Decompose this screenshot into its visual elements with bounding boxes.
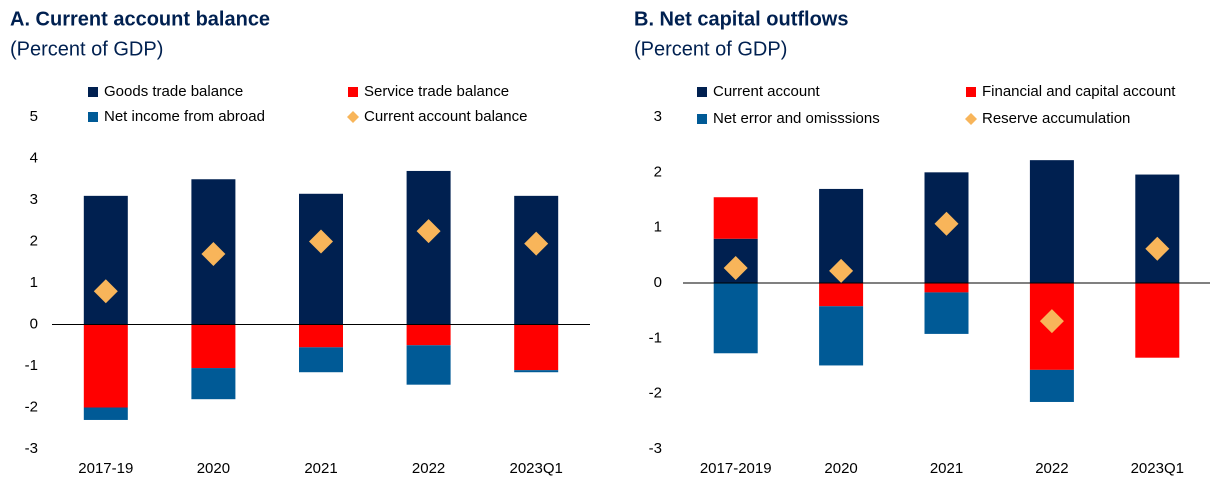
- bar-segment: [514, 324, 559, 371]
- diamond-marker: [723, 256, 748, 281]
- y-tick-label: 3: [654, 108, 662, 125]
- chart-subtitle: (Percent of GDP): [10, 38, 163, 60]
- bar-segment: [299, 324, 343, 348]
- y-tick-label: -2: [649, 385, 662, 402]
- bar-segment: [1135, 174, 1180, 283]
- bar-segment: [713, 197, 758, 239]
- legend-swatch: [348, 87, 358, 97]
- bar-segment: [83, 407, 128, 420]
- bar-segment: [406, 170, 451, 325]
- chart-subtitle: (Percent of GDP): [634, 38, 787, 60]
- legend-swatch: [697, 114, 707, 124]
- bar-segment: [83, 324, 128, 408]
- bar-segment: [406, 324, 451, 346]
- legend-swatch: [697, 87, 707, 97]
- legend-label: Current account balance: [364, 108, 527, 125]
- x-tick-label: 2023Q1: [510, 460, 563, 477]
- diamond-marker: [1039, 309, 1064, 334]
- y-tick-label: -3: [649, 440, 662, 457]
- legend-label: Financial and capital account: [982, 83, 1176, 100]
- chart-title: A. Current account balance: [10, 8, 270, 30]
- y-tick-label: -1: [649, 329, 662, 346]
- diamond-marker: [93, 279, 118, 304]
- bar-segment: [713, 283, 758, 354]
- y-tick-label: 4: [30, 149, 38, 166]
- bar-segment: [191, 368, 236, 400]
- bar-segment: [299, 347, 343, 373]
- x-tick-label: 2021: [930, 460, 963, 477]
- bar-segment: [819, 306, 864, 366]
- legend-swatch: [88, 112, 98, 122]
- diamond-marker: [934, 211, 959, 236]
- x-tick-label: 2020: [197, 460, 230, 477]
- diamond-marker: [416, 219, 441, 244]
- legend-label: Current account: [713, 83, 821, 100]
- bar-segment: [406, 345, 451, 385]
- y-tick-label: 1: [30, 274, 38, 291]
- diamond-marker: [1145, 236, 1170, 261]
- y-tick-label: 1: [654, 219, 662, 236]
- y-tick-label: 0: [654, 274, 662, 291]
- bar-segment: [924, 283, 969, 293]
- diamond-marker: [201, 241, 226, 266]
- y-tick-label: 3: [30, 191, 38, 208]
- x-tick-label: 2022: [1035, 460, 1068, 477]
- x-tick-label: 2021: [304, 460, 337, 477]
- legend-swatch: [88, 87, 98, 97]
- x-tick-label: 2017-2019: [700, 460, 772, 477]
- chart-title: B. Net capital outflows: [634, 8, 848, 30]
- diamond-marker: [524, 231, 549, 256]
- legend-swatch: [966, 87, 976, 97]
- x-tick-label: 2023Q1: [1131, 460, 1184, 477]
- diamond-marker: [829, 258, 854, 283]
- legend-marker: [347, 111, 359, 123]
- y-tick-label: 0: [30, 315, 38, 332]
- x-tick-label: 2017-19: [78, 460, 133, 477]
- diamond-marker: [309, 229, 333, 254]
- legend-label: Reserve accumulation: [982, 110, 1130, 127]
- bar-segment: [299, 193, 343, 325]
- legend-label: Net error and omisssions: [713, 110, 880, 127]
- bar-segment: [1135, 283, 1180, 358]
- y-tick-label: 2: [654, 163, 662, 180]
- y-tick-label: 5: [30, 108, 38, 125]
- y-tick-label: -2: [25, 398, 38, 415]
- bar-segment: [819, 283, 864, 307]
- bar-segment: [1029, 160, 1074, 283]
- x-tick-label: 2020: [824, 460, 857, 477]
- bar-segment: [514, 195, 559, 325]
- bar-segment: [514, 370, 559, 373]
- legend-label: Service trade balance: [364, 83, 509, 100]
- y-tick-label: -1: [25, 357, 38, 374]
- legend-label: Net income from abroad: [104, 108, 265, 125]
- legend-marker: [965, 113, 977, 125]
- x-tick-label: 2022: [412, 460, 445, 477]
- y-tick-label: 2: [30, 232, 38, 249]
- bar-segment: [924, 292, 969, 334]
- legend-label: Goods trade balance: [104, 83, 243, 100]
- bar-segment: [191, 324, 236, 369]
- y-tick-label: -3: [25, 440, 38, 457]
- bar-segment: [1029, 369, 1074, 402]
- bar-segment: [83, 195, 128, 325]
